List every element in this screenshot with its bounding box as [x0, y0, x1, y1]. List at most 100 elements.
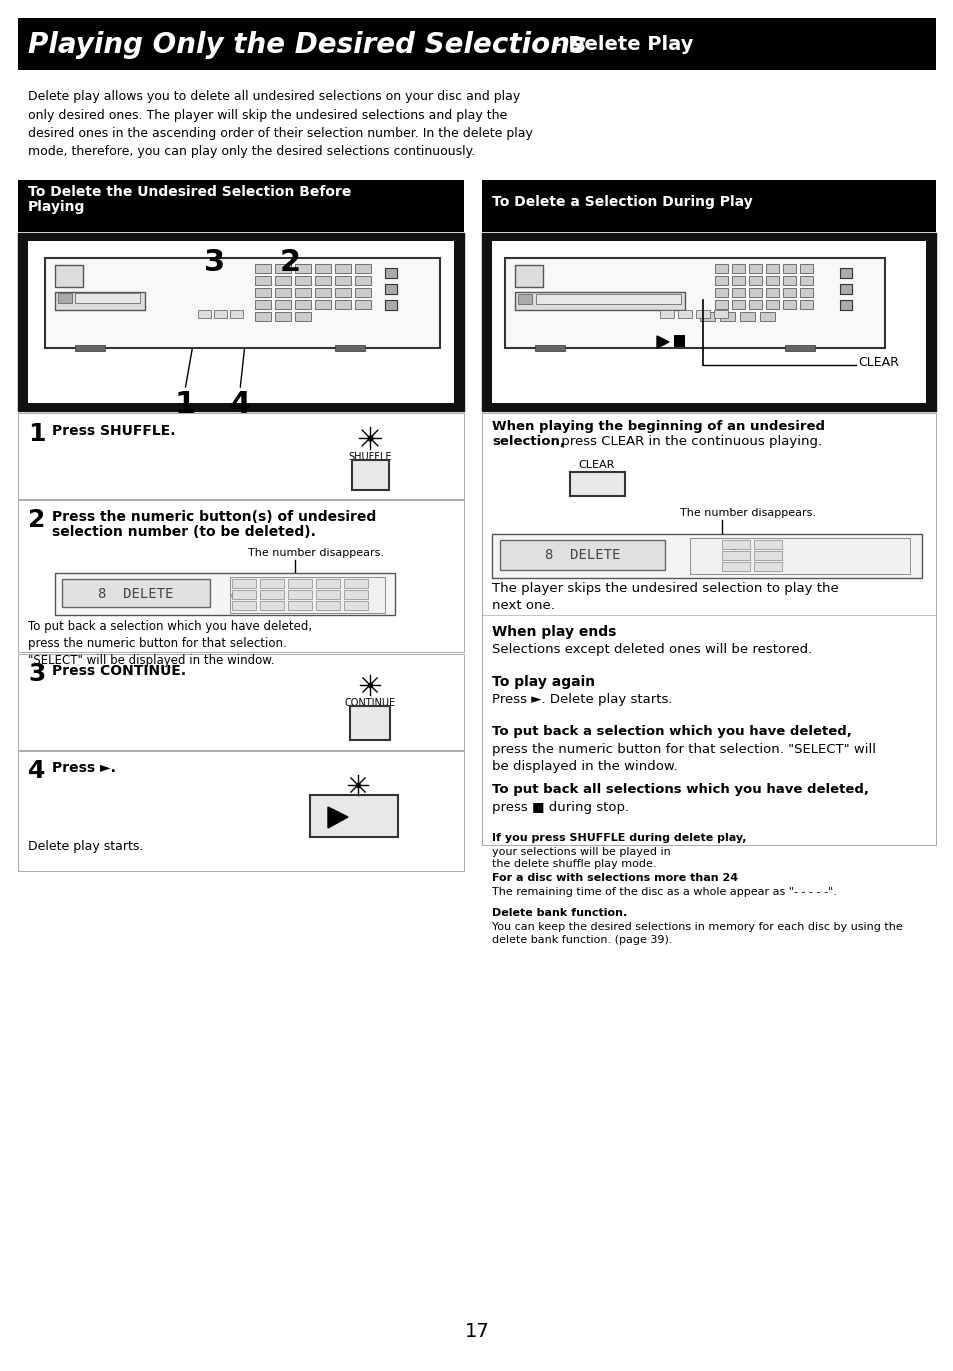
- Bar: [492, 241, 925, 403]
- Text: 10: 10: [758, 542, 769, 551]
- Bar: [721, 562, 749, 570]
- Bar: [492, 533, 921, 579]
- Bar: [714, 265, 727, 273]
- Text: You can keep the desired selections in memory for each disc by using the
delete : You can keep the desired selections in m…: [492, 923, 902, 945]
- Bar: [254, 265, 271, 273]
- Bar: [75, 293, 140, 303]
- Bar: [344, 590, 368, 599]
- Bar: [515, 292, 684, 310]
- Bar: [481, 413, 935, 845]
- Bar: [315, 579, 339, 588]
- Text: 4: 4: [264, 581, 269, 590]
- Bar: [748, 288, 761, 298]
- Bar: [782, 288, 795, 298]
- Text: To put back a selection which you have deleted,
press the numeric button for tha: To put back a selection which you have d…: [28, 620, 312, 668]
- Bar: [355, 300, 371, 308]
- Bar: [18, 233, 463, 411]
- Text: The number disappears.: The number disappears.: [679, 509, 815, 518]
- Bar: [315, 590, 339, 599]
- Bar: [314, 300, 331, 308]
- Text: SHUFFLE: SHUFFLE: [348, 452, 392, 462]
- Bar: [232, 590, 255, 599]
- Bar: [731, 288, 744, 298]
- Text: When playing the beginning of an undesired: When playing the beginning of an undesir…: [492, 420, 824, 433]
- Bar: [314, 265, 331, 273]
- Bar: [569, 472, 624, 496]
- Text: CLEAR: CLEAR: [857, 356, 898, 370]
- Bar: [335, 288, 351, 298]
- Text: press CLEAR in the continuous playing.: press CLEAR in the continuous playing.: [557, 435, 821, 448]
- Bar: [344, 600, 368, 610]
- Bar: [753, 540, 781, 548]
- Bar: [254, 288, 271, 298]
- Bar: [18, 654, 463, 750]
- Bar: [714, 288, 727, 298]
- Bar: [294, 313, 311, 321]
- Bar: [678, 310, 691, 318]
- Bar: [213, 310, 227, 318]
- Bar: [385, 284, 396, 293]
- Text: – Delete Play: – Delete Play: [552, 36, 693, 55]
- Bar: [782, 265, 795, 273]
- Bar: [310, 795, 397, 838]
- Bar: [740, 313, 754, 321]
- Text: press ■ during stop.: press ■ during stop.: [492, 801, 628, 814]
- Text: For a disc with selections more than 24: For a disc with selections more than 24: [492, 873, 738, 883]
- Bar: [748, 265, 761, 273]
- Bar: [765, 300, 779, 308]
- Bar: [800, 276, 812, 285]
- Bar: [260, 600, 284, 610]
- Bar: [288, 600, 312, 610]
- Bar: [515, 265, 542, 287]
- Text: Press CONTINUE.: Press CONTINUE.: [52, 664, 186, 679]
- Text: 6: 6: [230, 592, 235, 600]
- Bar: [481, 180, 935, 232]
- Bar: [335, 276, 351, 285]
- Bar: [335, 345, 365, 351]
- Bar: [721, 551, 749, 559]
- Bar: [760, 313, 774, 321]
- Bar: [314, 288, 331, 298]
- Text: Playing Only the Desired Selections: Playing Only the Desired Selections: [28, 32, 586, 59]
- Bar: [230, 577, 385, 613]
- Bar: [782, 276, 795, 285]
- Text: Press ►. Delete play starts.: Press ►. Delete play starts.: [492, 692, 672, 706]
- Bar: [260, 579, 284, 588]
- Polygon shape: [328, 808, 348, 828]
- Bar: [713, 310, 727, 318]
- Bar: [294, 300, 311, 308]
- Bar: [840, 300, 851, 310]
- Bar: [288, 579, 312, 588]
- Bar: [731, 265, 744, 273]
- Bar: [517, 293, 532, 304]
- Bar: [55, 265, 83, 287]
- Bar: [355, 276, 371, 285]
- Bar: [55, 573, 395, 616]
- Bar: [714, 300, 727, 308]
- Bar: [748, 276, 761, 285]
- Text: 1: 1: [28, 422, 46, 446]
- Bar: [335, 265, 351, 273]
- Bar: [800, 288, 812, 298]
- Text: 4: 4: [28, 760, 46, 783]
- Text: 9: 9: [260, 592, 265, 600]
- Bar: [260, 590, 284, 599]
- Text: 3: 3: [204, 248, 225, 277]
- Text: Delete play starts.: Delete play starts.: [28, 840, 143, 853]
- Bar: [535, 345, 564, 351]
- Bar: [800, 265, 812, 273]
- Bar: [274, 300, 291, 308]
- Bar: [274, 313, 291, 321]
- Text: Delete bank function.: Delete bank function.: [492, 908, 626, 919]
- Bar: [504, 258, 884, 348]
- Text: Delete play allows you to delete all undesired selections on your disc and play
: Delete play allows you to delete all und…: [28, 90, 533, 159]
- Bar: [840, 267, 851, 278]
- Bar: [765, 265, 779, 273]
- Bar: [18, 413, 463, 499]
- Bar: [659, 310, 673, 318]
- Bar: [230, 310, 243, 318]
- Text: CONTINUE: CONTINUE: [344, 698, 395, 707]
- Bar: [720, 313, 734, 321]
- Text: To play again: To play again: [492, 675, 595, 690]
- Bar: [385, 300, 396, 310]
